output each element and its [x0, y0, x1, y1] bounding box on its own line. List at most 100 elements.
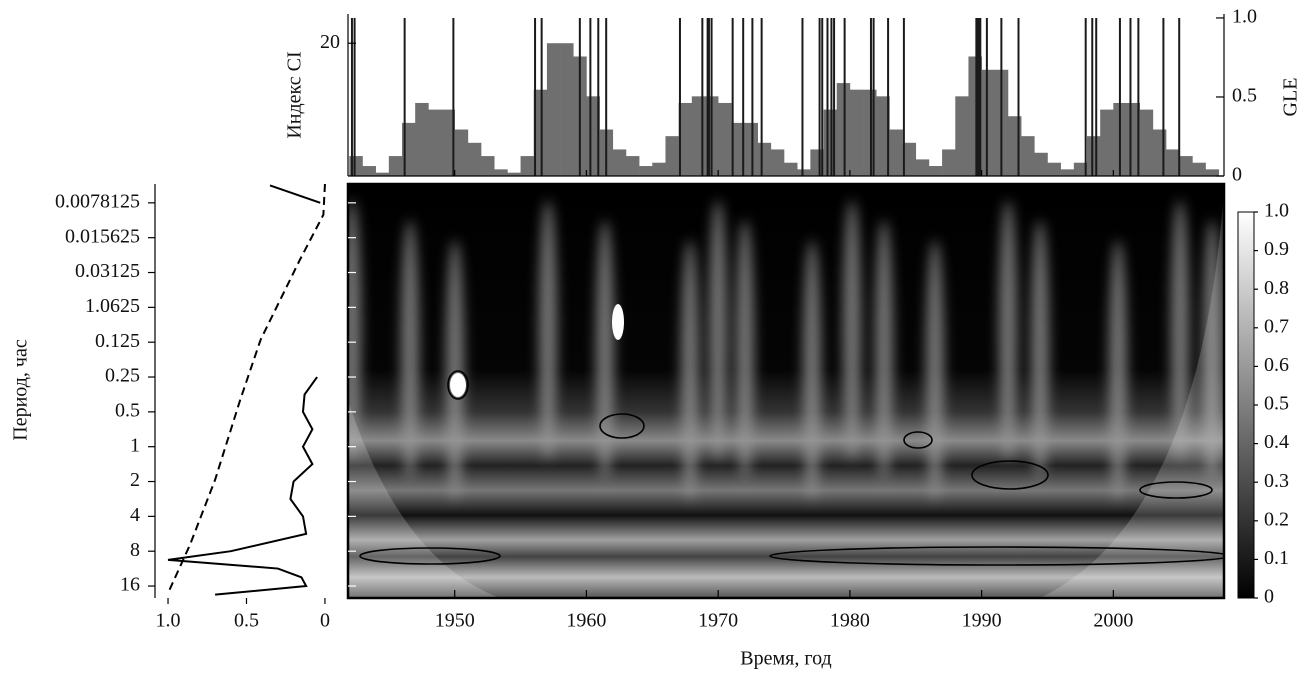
ci-bar	[1179, 156, 1193, 176]
ci-bar	[678, 102, 693, 176]
colorbar-tick-label: 0.4	[1264, 431, 1289, 453]
ci-bar	[757, 142, 772, 176]
period-tick-label: 0.03125	[75, 260, 140, 282]
gle-tick-label: 0.5	[1232, 85, 1257, 107]
ci-bar	[1192, 162, 1206, 176]
spectrum-x-tick-label: 0	[320, 610, 330, 632]
ci-bar	[902, 142, 917, 176]
ci-bar	[849, 89, 864, 176]
x-tick-label: 1990	[962, 610, 1002, 632]
map-streak	[539, 200, 557, 460]
colorbar	[1237, 211, 1255, 599]
ci-bar	[665, 136, 679, 176]
colorbar-tick-label: 0.8	[1264, 277, 1289, 299]
map-streak	[709, 200, 727, 460]
map-streak	[999, 200, 1017, 460]
ci-bar	[797, 169, 811, 176]
period-tick-label: 16	[120, 574, 140, 596]
ci-bar	[375, 172, 390, 176]
ci-bar	[928, 166, 943, 176]
spectrum-x-tick-label: 0.5	[234, 610, 259, 632]
map-streak	[401, 220, 419, 480]
period-tick-label: 8	[130, 539, 140, 561]
ci-bar	[560, 43, 574, 176]
ci-bar	[652, 162, 666, 176]
gle-axis-title: GLE	[1280, 78, 1302, 117]
map-streak	[1203, 220, 1221, 480]
ci-bar	[612, 149, 627, 176]
ci-bar	[533, 89, 548, 176]
period-tick-label: 1	[130, 434, 140, 456]
map-streak	[843, 200, 861, 460]
period-tick-label: 0.0078125	[55, 190, 140, 212]
ci-bar	[955, 96, 969, 176]
wavelet-map	[348, 184, 1224, 598]
period-tick-label: 1.0625	[85, 295, 140, 317]
colorbar-tick-label: 1.0	[1264, 200, 1289, 222]
map-streak	[736, 220, 754, 480]
colorbar-tick-label: 0.6	[1264, 354, 1289, 376]
ci-bar	[362, 166, 376, 176]
map-streak	[1171, 200, 1189, 460]
map-streak	[446, 240, 464, 500]
ci-bar	[981, 69, 996, 176]
ci-bar	[520, 156, 535, 176]
ci-axis-title: Индекс CI	[284, 51, 306, 138]
period-tick-label: 0.5	[115, 399, 140, 421]
map-streak	[1109, 240, 1127, 500]
period-tick-label: 0.125	[95, 330, 140, 352]
spectrum-dashed	[168, 183, 326, 591]
x-tick-label: 2000	[1093, 610, 1133, 632]
gle-tick-label: 0	[1232, 164, 1242, 186]
period-tick-label: 0.25	[105, 365, 140, 387]
x-tick-label: 1980	[830, 610, 870, 632]
ci-bar	[428, 109, 442, 176]
ci-bar	[942, 149, 956, 176]
colorbar-tick-label: 0.1	[1264, 547, 1289, 569]
period-tick-label: 4	[130, 504, 140, 526]
ci-bar	[639, 166, 653, 176]
colorbar-tick-label: 0.3	[1264, 470, 1289, 492]
map-streak	[875, 220, 893, 480]
x-tick-label: 1950	[435, 610, 475, 632]
ci-bar	[770, 149, 785, 176]
ci-bar	[454, 129, 469, 176]
map-streak	[1031, 220, 1049, 480]
spectrum-x-tick-label: 1.0	[156, 610, 181, 632]
ci-bar	[1205, 169, 1220, 176]
ci-bar	[784, 162, 798, 176]
colorbar-tick-label: 0.5	[1264, 393, 1289, 415]
ci-bar	[1100, 109, 1114, 176]
ci-bar	[625, 156, 640, 176]
ci-tick-label: 20	[320, 31, 340, 53]
ci-bar	[494, 169, 508, 176]
ci-bar	[889, 129, 903, 176]
ci-bar	[836, 83, 851, 176]
ci-bar	[1021, 136, 1035, 176]
ci-bar	[1139, 109, 1154, 176]
ci-bar	[441, 109, 456, 176]
ci-bar	[876, 96, 890, 176]
colorbar-tick-label: 0.9	[1264, 238, 1289, 260]
ci-bar	[1166, 149, 1180, 176]
period-tick-label: 2	[130, 469, 140, 491]
ci-bar	[481, 156, 495, 176]
x-tick-label: 1960	[566, 610, 606, 632]
map-streak	[681, 240, 699, 500]
period-tick-label: 0.015625	[65, 225, 140, 247]
ci-bar	[731, 122, 745, 176]
colorbar-tick-label: 0	[1264, 586, 1274, 608]
x-axis-title: Время, год	[740, 648, 831, 670]
colorbar-tick-label: 0.2	[1264, 508, 1289, 530]
map-streak	[348, 200, 361, 460]
gle-tick-label: 1.0	[1232, 6, 1257, 28]
ci-bar	[388, 156, 403, 176]
ci-bar	[546, 43, 561, 176]
x-tick-label: 1970	[698, 610, 738, 632]
ci-bar	[1060, 169, 1075, 176]
ci-bar	[1034, 152, 1048, 176]
ci-bar	[415, 102, 429, 176]
period-axis-title: Период, час	[10, 339, 32, 441]
ci-bar	[915, 159, 930, 176]
